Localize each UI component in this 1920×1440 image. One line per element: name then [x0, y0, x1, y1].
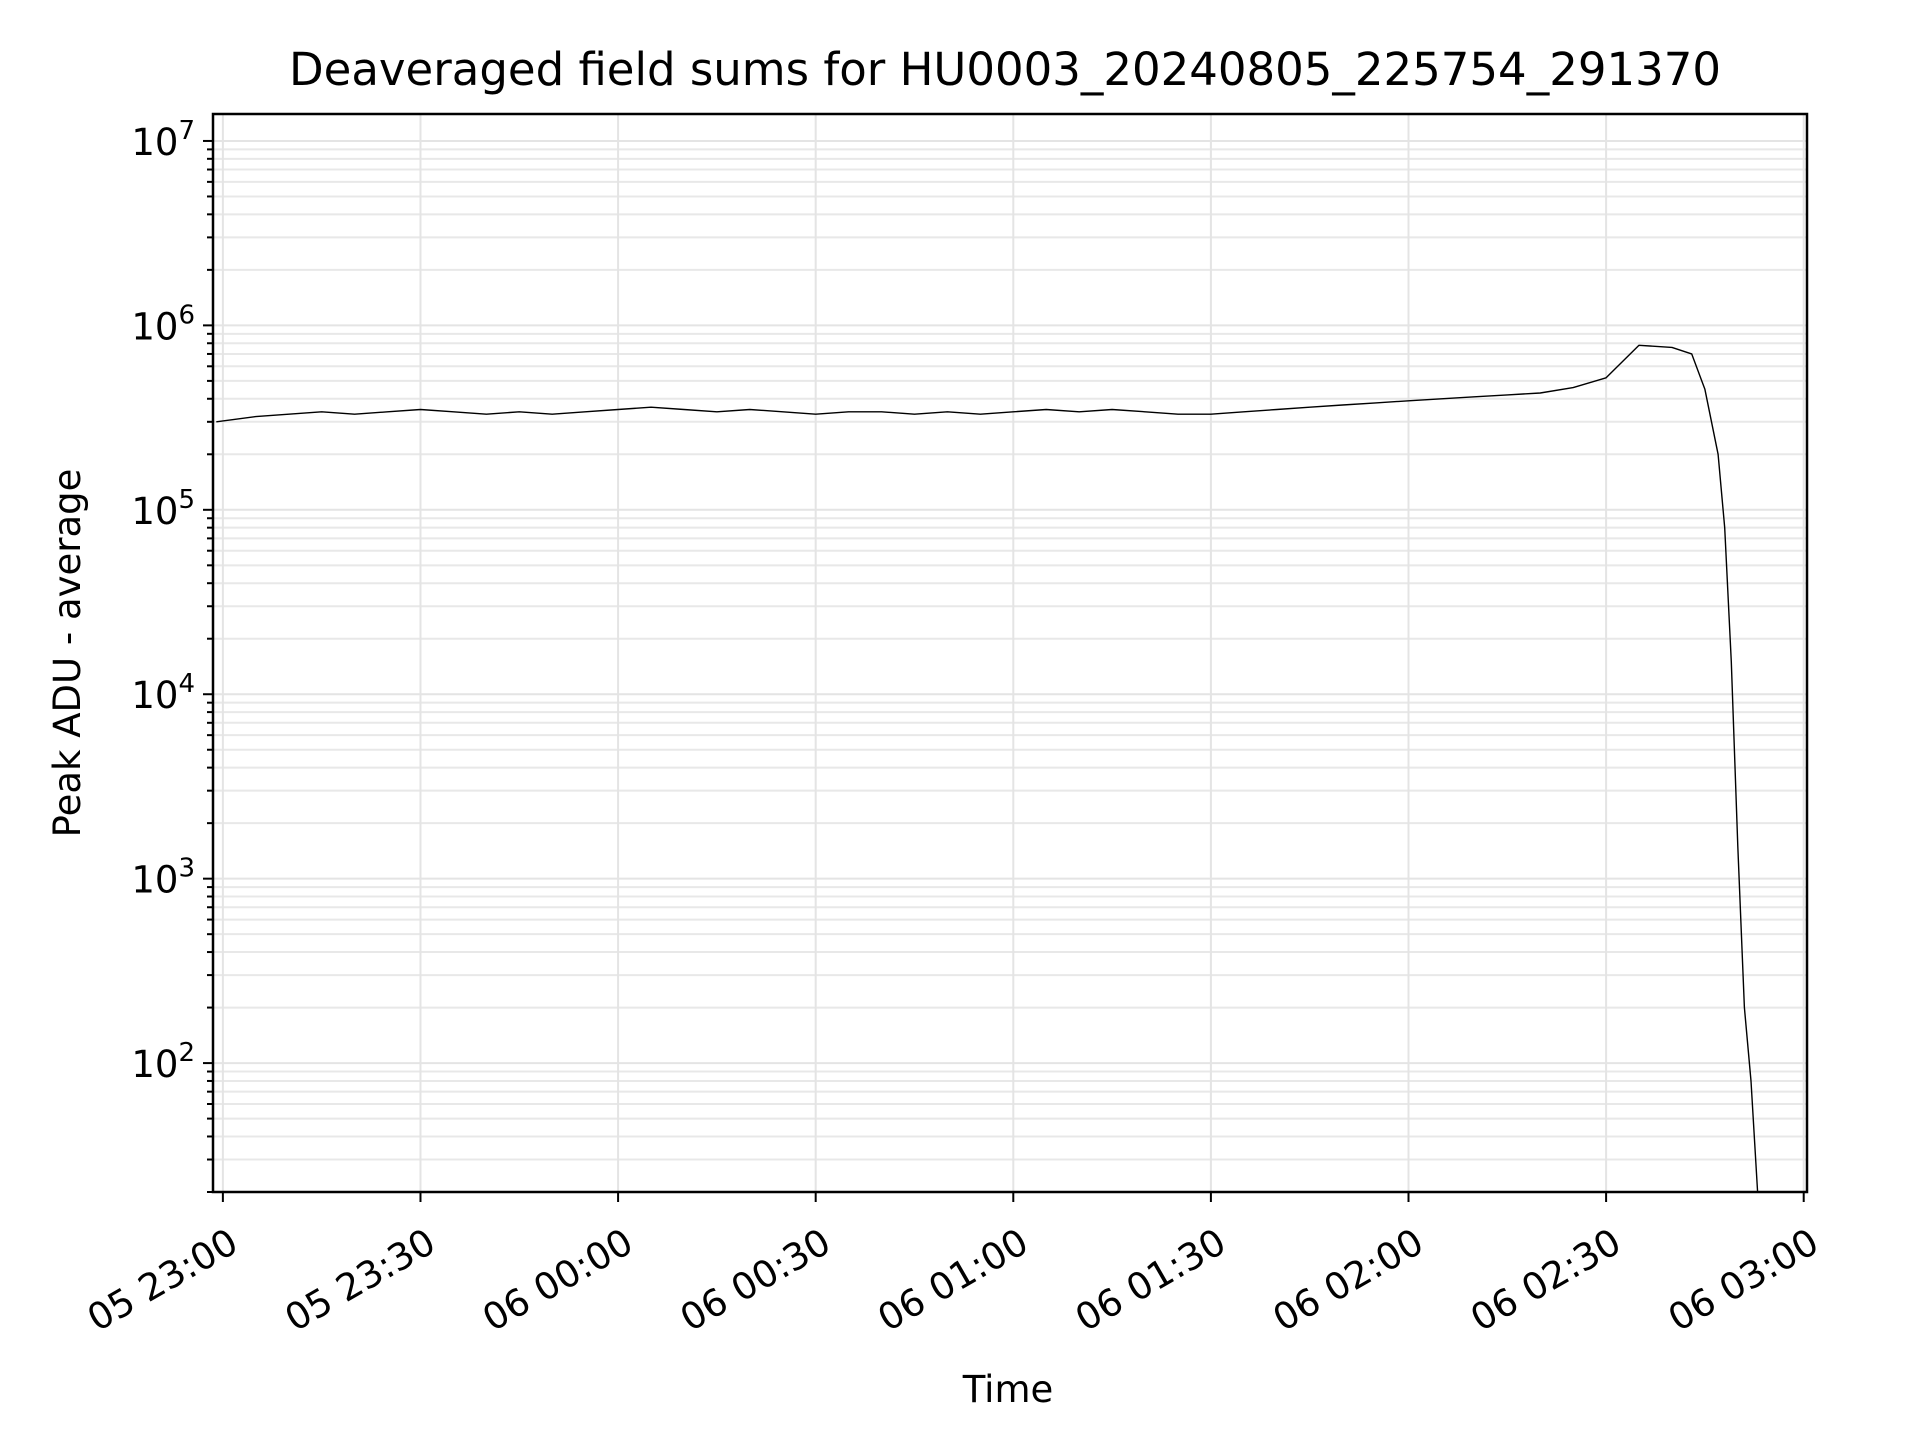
- series-line: [216, 344, 1759, 1193]
- y-axis-label: Peak ADU - average: [46, 469, 89, 838]
- y-tick-label: 105: [131, 485, 195, 533]
- chart-title: Deaveraged field sums for HU0003_2024080…: [289, 43, 1721, 96]
- x-axis-label: Time: [962, 1368, 1054, 1411]
- y-tick-label: 107: [131, 116, 195, 164]
- plot-frame: [211, 112, 1809, 1194]
- y-tick-label: 103: [131, 854, 195, 902]
- series-layer: [216, 344, 1759, 1193]
- y-axis-ticks: 102 103 104 105 106 107: [131, 116, 213, 1193]
- y-tick-label: 102: [131, 1038, 195, 1086]
- y-tick-label: 104: [131, 669, 195, 717]
- grid: [213, 114, 1807, 1193]
- y-tick-label: 106: [131, 300, 195, 348]
